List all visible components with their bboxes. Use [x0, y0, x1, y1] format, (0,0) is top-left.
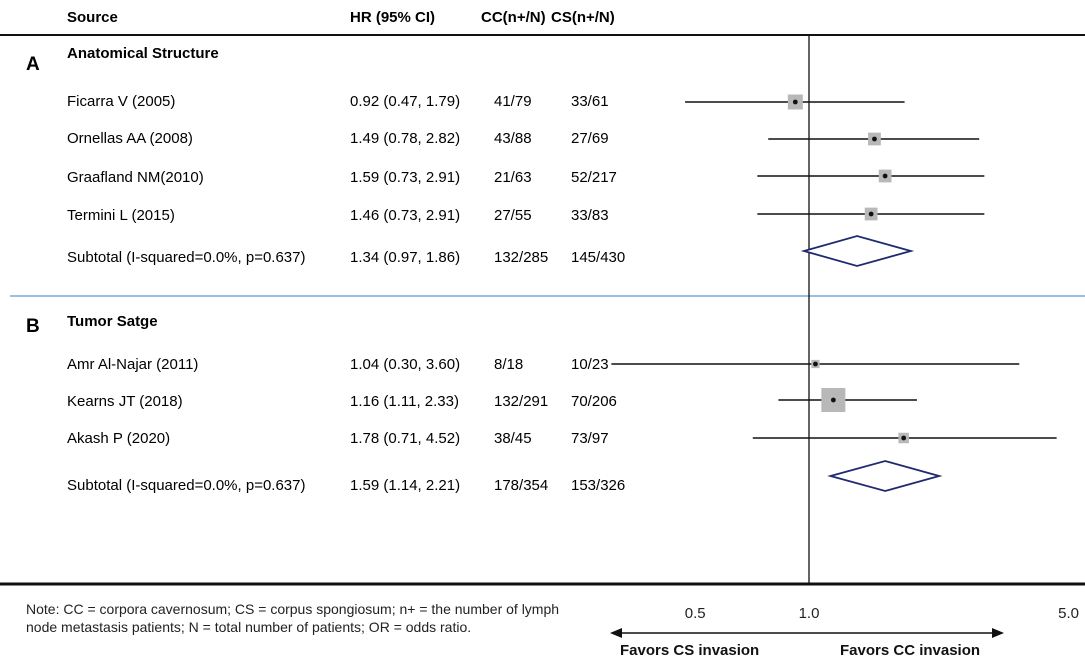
header-source: Source — [67, 9, 118, 26]
panel-b-letter: B — [26, 316, 40, 337]
subtotal-diamond — [827, 460, 943, 492]
subtotal-label: Subtotal (I-squared=0.0%, p=0.637) — [67, 477, 306, 494]
table-row: Kearns JT (2018) 1.16 (1.11, 2.33) 132/2… — [67, 393, 617, 410]
study-cc: 8/18 — [494, 356, 523, 373]
study-cc: 38/45 — [494, 430, 532, 447]
subtotal-cc: 132/285 — [494, 249, 548, 266]
study-cc: 41/79 — [494, 93, 532, 110]
table-row: Amr Al-Najar (2011) 1.04 (0.30, 3.60) 8/… — [67, 356, 609, 373]
study-cc: 132/291 — [494, 393, 548, 410]
study-label: Amr Al-Najar (2011) — [67, 356, 198, 373]
table-row: Termini L (2015) 1.46 (0.73, 2.91) 27/55… — [67, 207, 609, 224]
header-cs: CS(n+/N) — [551, 9, 615, 26]
favors-right-label: Favors CC invasion — [840, 642, 980, 659]
study-hr: 1.16 (1.11, 2.33) — [350, 393, 459, 410]
point-estimate — [872, 136, 877, 142]
x-tick-label: 5.0 — [1058, 605, 1079, 622]
subtotal-cc: 178/354 — [494, 477, 548, 494]
point-estimate — [813, 361, 818, 367]
header-hr: HR (95% CI) — [350, 9, 435, 26]
study-label: Akash P (2020) — [67, 430, 170, 447]
subtotal-diamond — [800, 235, 915, 267]
x-tick-label: 1.0 — [799, 605, 820, 622]
study-hr: 0.92 (0.47, 1.79) — [350, 93, 460, 110]
favors-left-label: Favors CS invasion — [620, 642, 759, 659]
study-label: Kearns JT (2018) — [67, 393, 183, 410]
study-cs: 33/83 — [571, 207, 609, 224]
study-cs: 33/61 — [571, 93, 609, 110]
study-hr: 1.46 (0.73, 2.91) — [350, 207, 460, 224]
point-estimate — [792, 99, 798, 105]
subtotal-row: Subtotal (I-squared=0.0%, p=0.637) 1.34 … — [67, 249, 625, 266]
arrow-right-icon — [992, 628, 1004, 638]
study-cc: 43/88 — [494, 130, 532, 147]
x-tick-label: 0.5 — [685, 605, 706, 622]
study-cs: 73/97 — [571, 430, 609, 447]
study-cs: 27/69 — [571, 130, 609, 147]
table-row: Ornellas AA (2008) 1.49 (0.78, 2.82) 43/… — [67, 130, 609, 147]
study-cc: 27/55 — [494, 207, 532, 224]
point-estimate — [901, 435, 907, 441]
study-hr: 1.49 (0.78, 2.82) — [350, 130, 460, 147]
study-cs: 52/217 — [571, 169, 617, 186]
study-cs: 10/23 — [571, 356, 609, 373]
panel-a-letter: A — [26, 54, 40, 75]
study-label: Ornellas AA (2008) — [67, 130, 193, 147]
table-header: Source HR (95% CI) CC(n+/N) CS(n+/N) — [67, 9, 615, 26]
subtotal-cs: 153/326 — [571, 477, 625, 494]
table-row: Graafland NM(2010) 1.59 (0.73, 2.91) 21/… — [67, 169, 617, 186]
table-row: Akash P (2020) 1.78 (0.71, 4.52) 38/45 7… — [67, 430, 609, 447]
study-cc: 21/63 — [494, 169, 532, 186]
subtotal-row: Subtotal (I-squared=0.0%, p=0.637) 1.59 … — [67, 477, 625, 494]
panel-b-title: Tumor Satge — [67, 313, 158, 330]
study-hr: 1.78 (0.71, 4.52) — [350, 430, 460, 447]
subtotal-hr: 1.34 (0.97, 1.86) — [350, 249, 460, 266]
study-hr: 1.59 (0.73, 2.91) — [350, 169, 460, 186]
note-text: Note: CC = corpora cavernosum; CS = corp… — [26, 601, 560, 635]
study-label: Ficarra V (2005) — [67, 93, 175, 110]
study-label: Graafland NM(2010) — [67, 169, 204, 186]
study-cs: 70/206 — [571, 393, 617, 410]
point-estimate — [868, 211, 874, 217]
arrow-left-icon — [610, 628, 622, 638]
study-hr: 1.04 (0.30, 3.60) — [350, 356, 460, 373]
point-estimate — [882, 173, 888, 179]
panel-a-title: Anatomical Structure — [67, 45, 219, 62]
study-label: Termini L (2015) — [67, 207, 175, 224]
subtotal-label: Subtotal (I-squared=0.0%, p=0.637) — [67, 249, 306, 266]
subtotal-cs: 145/430 — [571, 249, 625, 266]
point-estimate — [830, 397, 836, 403]
header-cc: CC(n+/N) — [481, 9, 546, 26]
panel-a: A Anatomical Structure Ficarra V (2005) … — [26, 45, 625, 266]
table-row: Ficarra V (2005) 0.92 (0.47, 1.79) 41/79… — [67, 93, 609, 110]
panel-b: B Tumor Satge Amr Al-Najar (2011) 1.04 (… — [26, 313, 625, 494]
plot-area: 0.5 1.0 5.0 Favors CS invasion Favors CC inv… — [610, 35, 1079, 659]
subtotal-hr: 1.59 (1.14, 2.21) — [350, 477, 460, 494]
